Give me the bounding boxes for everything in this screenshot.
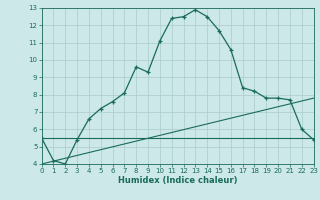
X-axis label: Humidex (Indice chaleur): Humidex (Indice chaleur) — [118, 176, 237, 185]
